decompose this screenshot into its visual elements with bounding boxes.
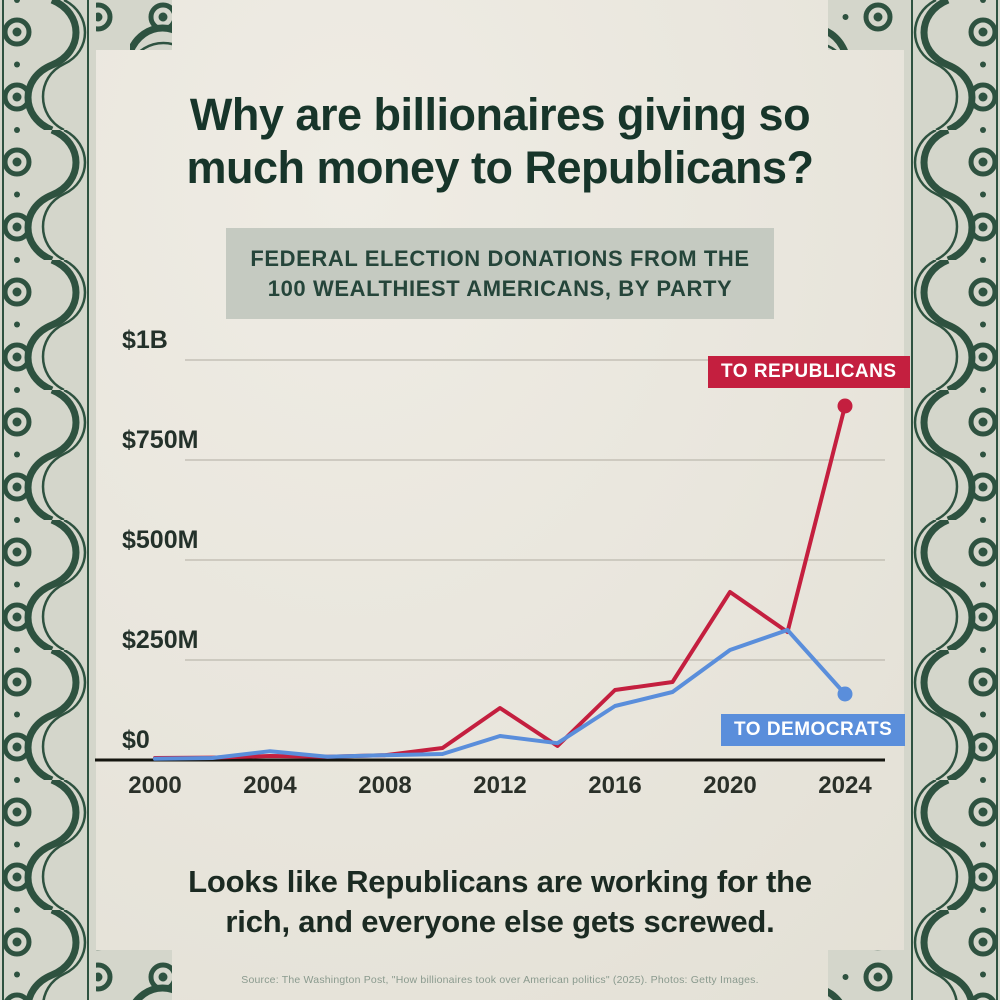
x-tick-label: 2008 bbox=[358, 772, 412, 799]
y-tick-label: $0 bbox=[122, 726, 150, 754]
chart-subtitle-box: FEDERAL ELECTION DONATIONS FROM THE 100 … bbox=[226, 228, 774, 320]
page-title: Why are billionaires giving so much mone… bbox=[186, 89, 814, 194]
republicans-endpoint-dot bbox=[837, 398, 853, 414]
source-text: Source: The Washington Post, "How billio… bbox=[241, 974, 759, 986]
democrats-label: TO DEMOCRATS bbox=[721, 714, 906, 746]
x-tick-label: 2012 bbox=[473, 772, 527, 799]
chart-subtitle-text: FEDERAL ELECTION DONATIONS FROM THE 100 … bbox=[250, 246, 750, 301]
x-tick-label: 2020 bbox=[703, 772, 757, 799]
takeaway-text: Looks like Republicans are working for t… bbox=[188, 864, 812, 940]
x-tick-label: 2004 bbox=[243, 772, 297, 799]
republicans-label: TO REPUBLICANS bbox=[708, 356, 910, 388]
x-tick-label: 2016 bbox=[588, 772, 642, 799]
x-tick-label: 2024 bbox=[818, 772, 872, 799]
x-tick-label: 2000 bbox=[128, 772, 182, 799]
republicans-line bbox=[153, 404, 847, 760]
y-tick-label: $750M bbox=[122, 426, 199, 454]
y-tick-label: $1B bbox=[122, 326, 168, 354]
y-tick-label: $250M bbox=[122, 626, 199, 654]
chart-plot-canvas bbox=[95, 359, 885, 762]
democrats-line bbox=[153, 628, 847, 761]
democrats-endpoint-dot bbox=[837, 686, 853, 702]
y-tick-label: $500M bbox=[122, 526, 199, 554]
